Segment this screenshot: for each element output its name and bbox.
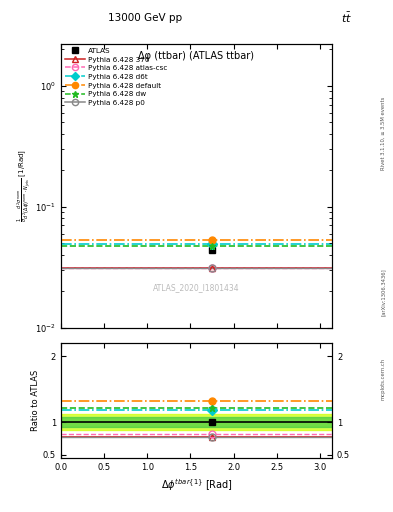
Text: [arXiv:1306.3436]: [arXiv:1306.3436] xyxy=(381,268,386,316)
Y-axis label: Ratio to ATLAS: Ratio to ATLAS xyxy=(31,370,40,431)
Bar xyxy=(61,417,332,426)
X-axis label: $\Delta\phi^{\mathit{tbar\{1\}}}$ [Rad]: $\Delta\phi^{\mathit{tbar\{1\}}}$ [Rad] xyxy=(161,478,232,494)
Text: $t\bar{t}$: $t\bar{t}$ xyxy=(341,11,352,25)
Bar xyxy=(61,414,332,430)
Y-axis label: $\frac{1}{\sigma}\frac{d^2\sigma^{norm}}{d^2(\Delta\phi)^{norm}\cdot N_{jets}}$ : $\frac{1}{\sigma}\frac{d^2\sigma^{norm}}… xyxy=(15,149,34,222)
Legend: ATLAS, Pythia 6.428 370, Pythia 6.428 atlas-csc, Pythia 6.428 d6t, Pythia 6.428 : ATLAS, Pythia 6.428 370, Pythia 6.428 at… xyxy=(63,46,169,108)
Text: ATLAS_2020_I1801434: ATLAS_2020_I1801434 xyxy=(153,284,240,292)
Text: mcplots.cern.ch: mcplots.cern.ch xyxy=(381,358,386,400)
Text: Rivet 3.1.10, ≥ 3.5M events: Rivet 3.1.10, ≥ 3.5M events xyxy=(381,96,386,170)
Text: 13000 GeV pp: 13000 GeV pp xyxy=(108,13,182,23)
Text: Δφ (ttbar) (ATLAS ttbar): Δφ (ttbar) (ATLAS ttbar) xyxy=(138,51,255,60)
